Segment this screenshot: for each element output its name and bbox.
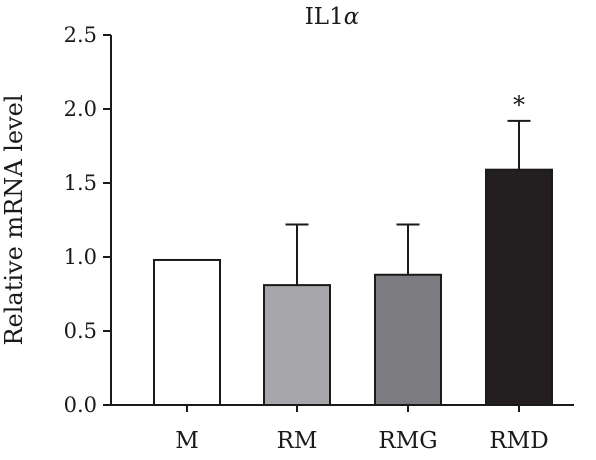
y-tick-label: 2.5 [64, 23, 97, 47]
bar-rmd [485, 168, 553, 406]
y-axis-label: Relative mRNA level [0, 94, 28, 345]
x-tick-label-rm: RM [277, 428, 318, 454]
bar-rm [263, 284, 331, 406]
chart-title: IL1α [305, 4, 360, 30]
axes-group [103, 34, 574, 412]
chart-title-text: IL1 [305, 4, 344, 30]
bar-rmg [374, 273, 442, 407]
error-bars-group [285, 119, 531, 286]
y-tick-label: 0.0 [64, 393, 97, 417]
x-tick-label-rmg: RMG [378, 428, 437, 454]
labels-group: M RM RMG * RMD 0.0 0.5 1.0 1.5 2.0 2.5 [64, 23, 549, 454]
bar-m [153, 258, 221, 406]
y-tick-label: 1.0 [64, 245, 97, 269]
bars-group [153, 168, 553, 407]
y-tick-label: 2.0 [64, 97, 97, 121]
significance-mark-rmd: * [513, 91, 525, 119]
y-tick-label: 1.5 [64, 171, 97, 195]
y-tick-label: 0.5 [64, 319, 97, 343]
x-tick-label-m: M [175, 428, 199, 454]
chart-title-symbol: α [344, 4, 360, 30]
x-tick-label-rmd: RMD [489, 428, 548, 454]
